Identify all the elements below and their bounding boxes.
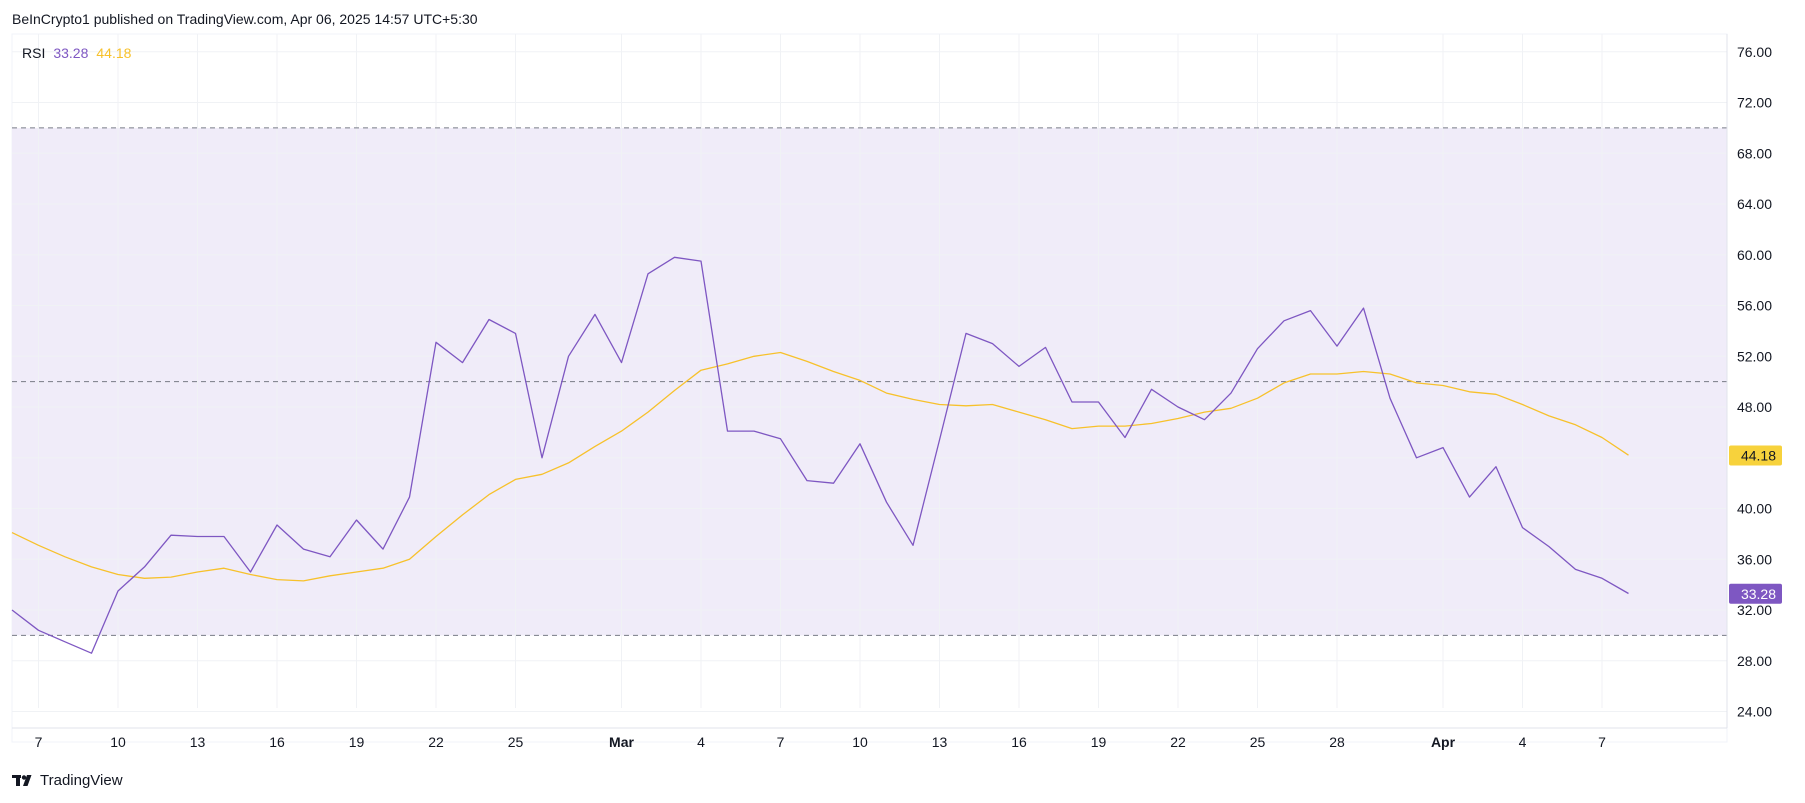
x-tick-label: 16 [269,734,285,750]
y-tick-label: 64.00 [1737,196,1772,212]
x-tick-label: 16 [1011,734,1027,750]
y-tick-label: 24.00 [1737,704,1772,720]
y-tick-label: 68.00 [1737,145,1772,161]
x-tick-label: 7 [777,734,785,750]
x-tick-label: 10 [110,734,126,750]
ma-last-value-badge-text: 44.18 [1741,448,1776,464]
x-tick-label: 13 [190,734,206,750]
rsi-last-value-badge-bg [1729,583,1782,604]
y-tick-label: 40.00 [1737,501,1772,517]
rsi-last-value-badge-text: 33.28 [1741,586,1776,602]
x-tick-label: 4 [1519,734,1527,750]
rsi-last-value-badge: 33.28 [1729,583,1782,604]
x-tick-label: 22 [1170,734,1186,750]
y-tick-label: 32.00 [1737,602,1772,618]
x-tick-label: 13 [932,734,948,750]
y-tick-label: 48.00 [1737,399,1772,415]
footer-brand[interactable]: TradingView [12,772,123,789]
y-tick-label: 56.00 [1737,298,1772,314]
x-tick-label: 19 [349,734,365,750]
x-tick-label: Mar [609,734,634,750]
publish-info: BeInCrypto1 published on TradingView.com… [12,11,478,27]
rsi-line [11,256,1629,654]
footer-brand-label: TradingView [40,772,123,789]
ma-last-value-badge: 44.18 [1729,445,1782,466]
x-tick-label: 7 [35,734,43,750]
x-tick-label: 22 [428,734,444,750]
rsi-ma-line [11,351,1629,582]
indicator-legend: RSI 33.28 44.18 [22,45,131,61]
x-tick-label: Apr [1431,734,1456,750]
ma-last-value-badge-bg [1729,445,1782,466]
tradingview-logo-icon [12,774,32,786]
x-tick-label: 4 [697,734,705,750]
x-tick-label: 7 [1598,734,1606,750]
x-tick-label: 28 [1329,734,1345,750]
legend-rsi-value: 33.28 [53,45,89,61]
legend-ma-value: 44.18 [96,45,132,61]
x-tick-label: 10 [852,734,868,750]
y-tick-label: 72.00 [1737,95,1772,111]
x-tick-label: 25 [1250,734,1266,750]
y-tick-label: 36.00 [1737,551,1772,567]
y-tick-label: 52.00 [1737,348,1772,364]
x-tick-label: 25 [508,734,524,750]
y-tick-label: 60.00 [1737,247,1772,263]
y-tick-label: 76.00 [1737,44,1772,60]
legend-label: RSI [22,45,46,61]
y-tick-label: 28.00 [1737,653,1772,669]
x-tick-label: 19 [1091,734,1107,750]
